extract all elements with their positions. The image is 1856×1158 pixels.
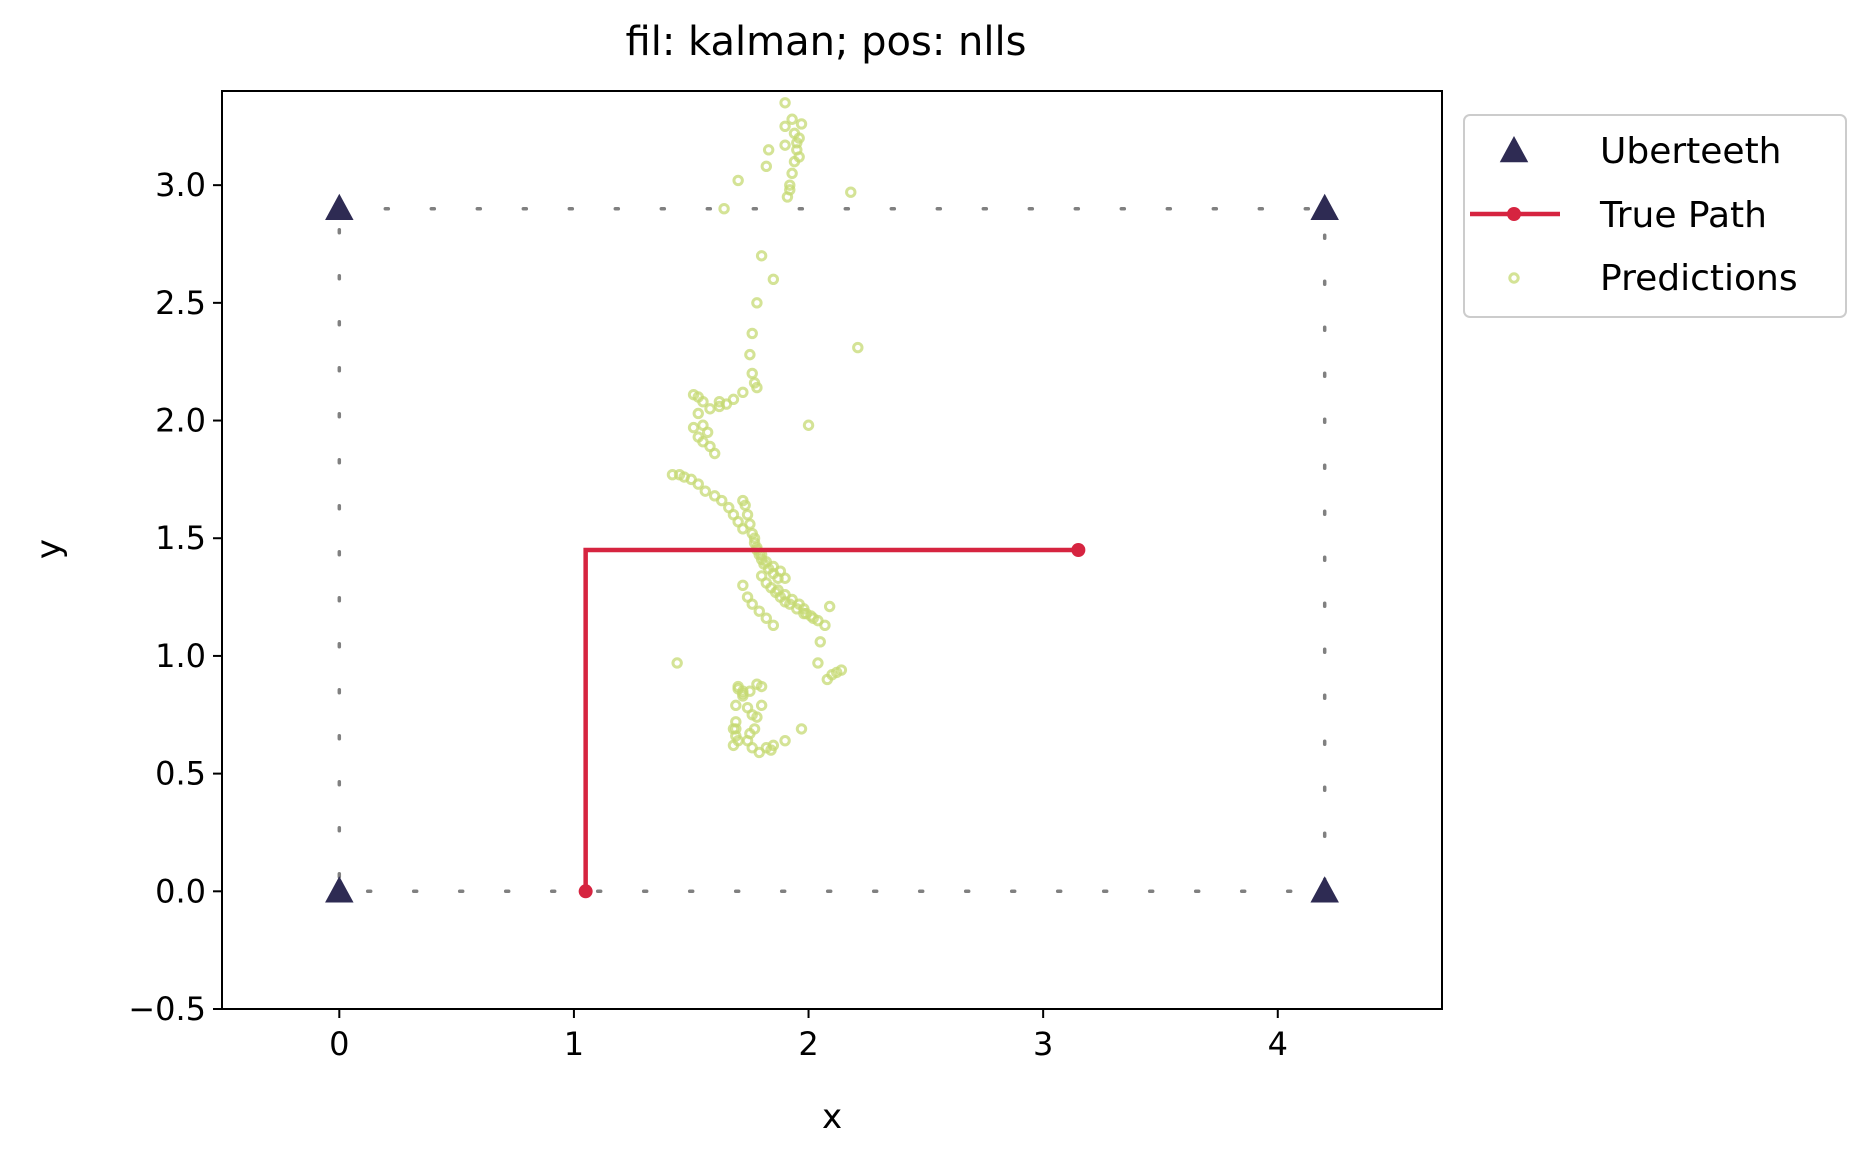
prediction-point: [845, 186, 857, 198]
true-path-marker: [578, 884, 593, 899]
x-tick-label: 0: [329, 1025, 349, 1063]
prediction-point: [687, 421, 700, 434]
legend-handle-uberteeth: [1499, 136, 1529, 163]
prediction-point: [744, 518, 756, 530]
prediction-point: [802, 419, 815, 431]
prediction-point: [786, 167, 798, 180]
prediction-point: [788, 127, 801, 140]
uberteeth-marker: [325, 193, 354, 220]
prediction-point: [779, 97, 791, 109]
x-tick-label: 1: [564, 1025, 584, 1063]
legend-frame: [1463, 114, 1847, 318]
prediction-point: [795, 723, 808, 735]
y-tick-label: −0.5: [128, 990, 206, 1028]
prediction-point: [741, 508, 754, 521]
chart-title: fil: kalman; pos: nlls: [626, 19, 1027, 65]
y-tick-label: 2.5: [155, 284, 206, 322]
prediction-point: [692, 407, 704, 420]
prediction-point: [692, 478, 704, 490]
prediction-point: [807, 612, 819, 624]
uberteeth-marker: [1310, 876, 1339, 903]
x-tick-label: 4: [1268, 1025, 1288, 1063]
prediction-point: [748, 532, 761, 544]
prediction-point: [812, 657, 824, 669]
prediction-point: [751, 711, 763, 723]
legend-label-predictions: Predictions: [1600, 258, 1798, 299]
prediction-point: [727, 739, 740, 752]
prediction-point: [704, 403, 716, 415]
x-tick-label: 2: [798, 1025, 818, 1063]
uberteeth-marker: [1310, 193, 1339, 220]
prediction-point: [779, 734, 791, 747]
true-path-line: [583, 547, 1079, 892]
legend-handles: [1470, 136, 1560, 284]
prediction-point: [718, 202, 730, 215]
prediction-point: [755, 250, 768, 262]
prediction-point: [823, 600, 836, 613]
legend-handle-true-path-marker: [1507, 207, 1521, 221]
prediction-point: [779, 139, 791, 151]
prediction-point: [791, 137, 803, 149]
y-tick-label: 1.5: [155, 519, 206, 557]
y-tick-label: 0.0: [155, 872, 206, 910]
prediction-point: [819, 619, 831, 632]
prediction-point: [746, 327, 758, 340]
prediction-point: [760, 160, 773, 173]
prediction-point: [732, 680, 744, 693]
prediction-point: [730, 699, 742, 712]
prediction-point: [739, 499, 751, 511]
prediction-point: [835, 664, 848, 676]
prediction-point: [699, 485, 712, 497]
y-tick-label: 2.0: [155, 402, 206, 440]
prediction-point: [746, 367, 758, 380]
prediction-point: [744, 348, 756, 361]
prediction-point: [737, 579, 749, 592]
prediction-point: [762, 144, 775, 156]
y-tick-label: 1.0: [155, 637, 206, 675]
prediction-point: [786, 113, 798, 125]
legend-label-uberteeth: Uberteeth: [1600, 131, 1782, 172]
prediction-point: [751, 297, 763, 309]
legend-label-true-path: True Path: [1599, 195, 1767, 236]
prediction-point: [767, 273, 780, 286]
prediction-point: [779, 120, 791, 133]
prediction-point: [744, 685, 756, 697]
true-path-marker: [1071, 543, 1086, 557]
prediction-point: [784, 179, 796, 191]
plot-area: [221, 90, 1443, 1010]
prediction-point: [779, 572, 791, 584]
axis-ticks: 0 1 2 3 4 −0.5 0.0 0.5 1.0 1.5 2.0 2.5 3.0: [128, 166, 1288, 1063]
prediction-point: [713, 396, 726, 408]
prediction-point: [755, 699, 768, 712]
prediction-point: [751, 381, 763, 394]
axes-frame: [221, 90, 1443, 1010]
prediction-point: [687, 388, 700, 401]
legend: Uberteeth True Path Predictions: [1463, 114, 1847, 318]
y-tick-label: 0.5: [155, 755, 206, 793]
prediction-point: [708, 447, 721, 460]
legend-handle-predictions: [1508, 272, 1520, 284]
prediction-point: [852, 341, 864, 354]
y-tick-label: 3.0: [155, 166, 206, 204]
x-tick-label: 3: [1033, 1025, 1053, 1063]
prediction-point: [732, 174, 744, 187]
prediction-point: [755, 680, 768, 693]
prediction-point: [753, 605, 765, 617]
y-axis-label: y: [29, 539, 69, 559]
prediction-point: [795, 118, 808, 130]
prediction-point: [784, 184, 796, 196]
prediction-point: [793, 151, 805, 163]
prediction-point: [716, 494, 728, 507]
prediction-point: [760, 612, 773, 624]
uberteeth-marker: [325, 876, 354, 903]
prediction-point: [748, 723, 761, 735]
prediction-point: [767, 619, 780, 632]
prediction-point: [701, 426, 714, 439]
prediction-point: [671, 657, 683, 669]
prediction-point: [746, 598, 758, 610]
prediction-point: [737, 386, 749, 398]
prediction-point: [814, 636, 826, 648]
x-axis-label: x: [822, 1097, 842, 1137]
